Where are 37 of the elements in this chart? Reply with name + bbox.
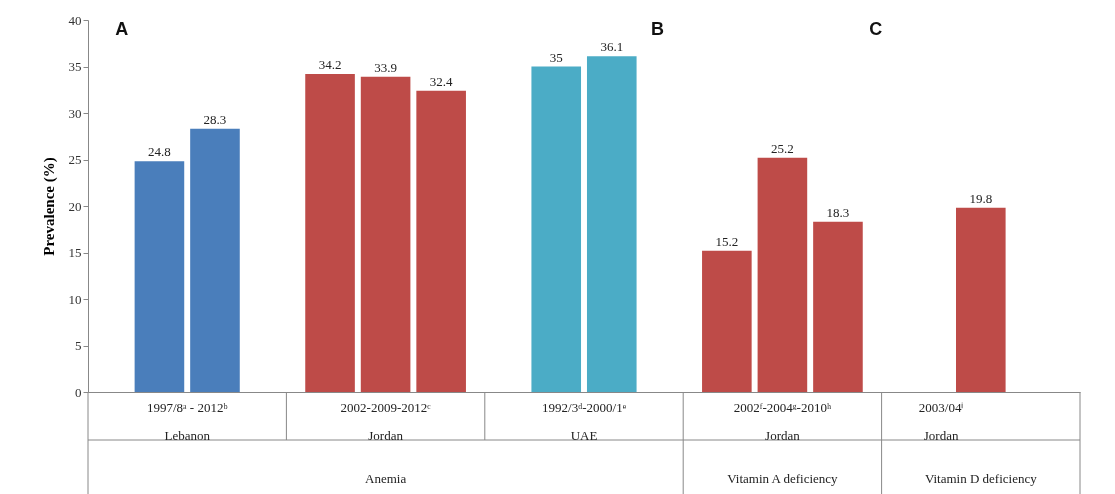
text: Jordan xyxy=(765,428,801,443)
y-tick-label: 30 xyxy=(68,105,82,121)
text: Jordan xyxy=(923,428,959,443)
data-label: 35 xyxy=(549,49,563,65)
text: Lebanon xyxy=(164,428,211,443)
text: Anemia xyxy=(365,471,407,486)
text: UAE xyxy=(570,428,598,443)
data-label: 15.2 xyxy=(715,233,739,249)
data-label: 19.8 xyxy=(969,190,993,206)
text: Vitamin A deficiency xyxy=(727,471,839,486)
y-tick-label: 15 xyxy=(68,245,82,260)
text: 1997/8ᵃ - 2012ᵇ xyxy=(146,400,228,415)
y-tick-label: 10 xyxy=(68,291,82,307)
data-label: 28.3 xyxy=(203,111,227,127)
y-axis-title: Prevalence (%) xyxy=(40,157,58,256)
text: Vitamin D deficiency xyxy=(924,471,1038,486)
data-label: 36.1 xyxy=(600,39,624,55)
y-tick-label: 0 xyxy=(75,384,82,400)
y-tick-label: 35 xyxy=(68,59,82,74)
data-label: 33.9 xyxy=(374,59,397,75)
text: 2002ᶠ-2004ᵍ-2010ʰ xyxy=(733,400,832,415)
data-label: 32.4 xyxy=(429,73,454,89)
annotation: B xyxy=(650,19,664,39)
y-tick-label: 5 xyxy=(75,338,82,353)
text: Jordan xyxy=(368,428,404,443)
y-tick-label: 20 xyxy=(68,198,82,214)
data-label: 34.2 xyxy=(318,56,342,72)
data-label: 25.2 xyxy=(771,140,794,156)
text: 2002-2009-2012ᶜ xyxy=(340,400,432,415)
text: 2003/04ⁱ xyxy=(918,400,964,415)
data-label: 18.3 xyxy=(826,204,850,220)
annotation: A xyxy=(115,19,129,39)
y-tick-label: 25 xyxy=(68,152,82,167)
data-label: 24.8 xyxy=(148,144,171,160)
text: 1992/3ᵈ-2000/1ᵉ xyxy=(542,400,627,415)
y-tick-label: 40 xyxy=(68,12,82,28)
annotation: C xyxy=(869,19,883,39)
